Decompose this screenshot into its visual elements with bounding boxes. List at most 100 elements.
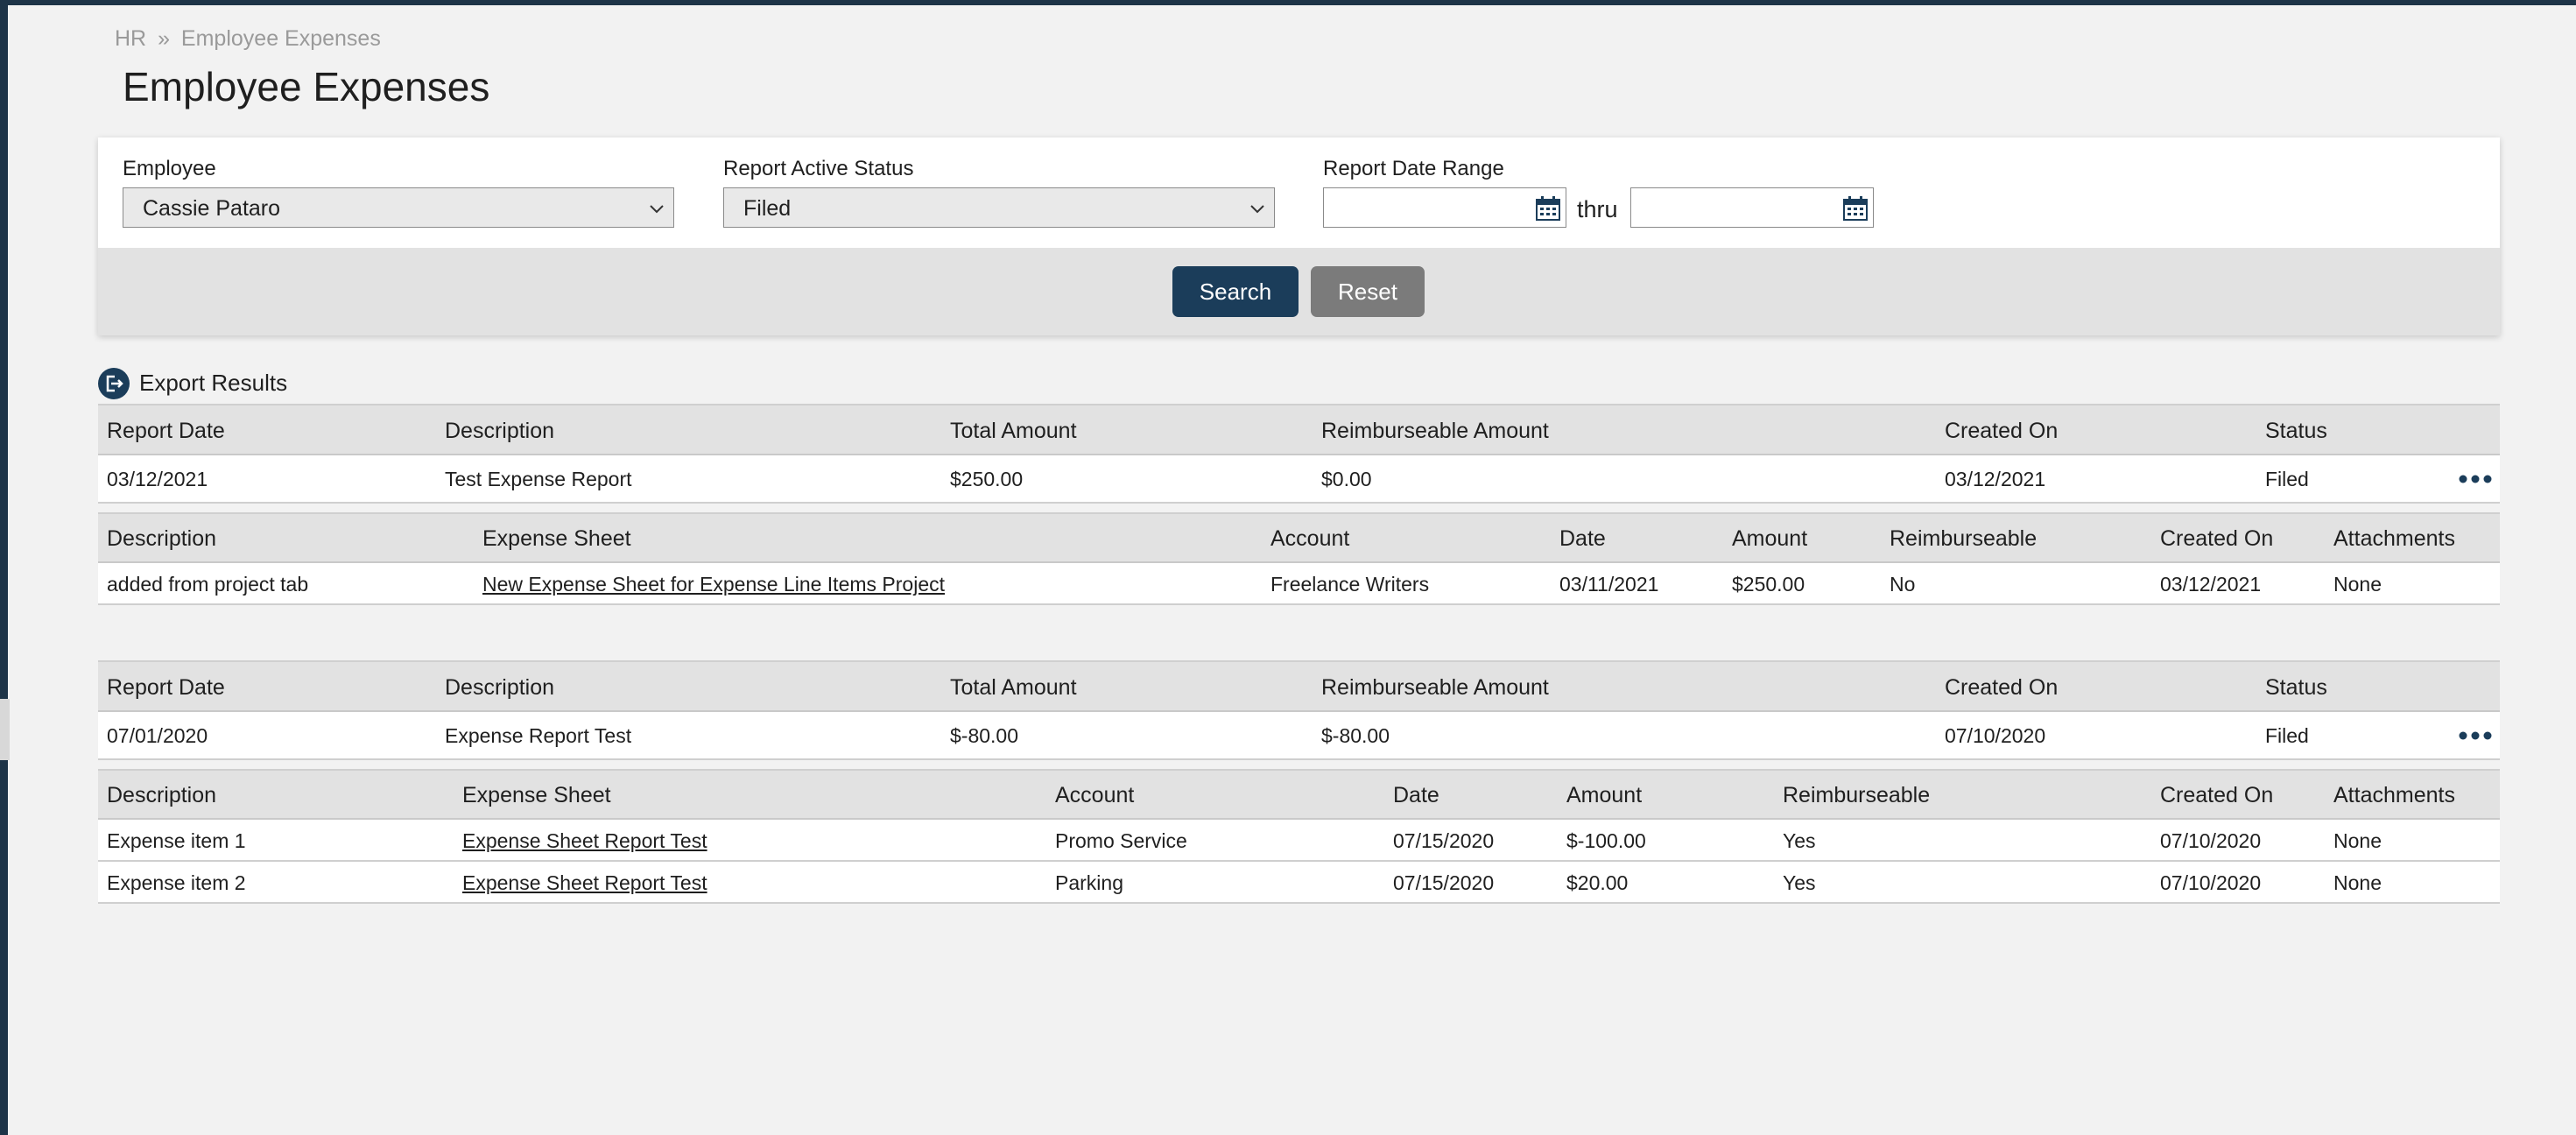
report-created-on: 07/10/2020 xyxy=(1945,724,2046,747)
column-header[interactable]: Attachments xyxy=(2333,526,2455,551)
column-header[interactable]: Expense Sheet xyxy=(462,783,611,807)
column-header[interactable]: Created On xyxy=(2160,526,2274,551)
more-icon[interactable] xyxy=(2458,730,2493,741)
line-description: Expense item 2 xyxy=(107,871,246,894)
line-account: Promo Service xyxy=(1055,829,1187,852)
employee-label: Employee xyxy=(123,157,216,180)
line-amount: $250.00 xyxy=(1732,573,1805,596)
column-header[interactable]: Date xyxy=(1559,526,1606,551)
line-amount: $-100.00 xyxy=(1566,829,1646,852)
line-account: Freelance Writers xyxy=(1270,573,1430,596)
report-total-amount: $-80.00 xyxy=(950,724,1019,747)
line-item-row: added from project tab New Expense Sheet… xyxy=(98,563,2500,605)
line-reimburseable: Yes xyxy=(1783,829,1816,852)
line-date: 03/11/2021 xyxy=(1559,573,1659,596)
column-header[interactable]: Created On xyxy=(2160,783,2274,807)
employee-select-value: Cassie Pataro xyxy=(143,196,281,221)
report-reimburseable-amount: $-80.00 xyxy=(1321,724,1390,747)
column-header[interactable]: Created On xyxy=(1945,675,2059,700)
column-header[interactable]: Attachments xyxy=(2333,783,2455,807)
line-items-header-row: Description Expense Sheet Account Date A… xyxy=(98,512,2500,563)
filter-actions xyxy=(98,248,2500,335)
thru-label: thru xyxy=(1577,196,1618,222)
line-reimburseable: No xyxy=(1890,573,1916,596)
column-header[interactable]: Account xyxy=(1270,526,1350,551)
column-header[interactable]: Description xyxy=(107,526,217,551)
column-header[interactable]: Created On xyxy=(1945,419,2059,443)
status-select[interactable]: Filed xyxy=(723,187,1275,228)
column-header[interactable]: Total Amount xyxy=(950,675,1077,700)
column-header[interactable]: Reimburseable xyxy=(1783,783,1931,807)
report-header-row: Report Date Description Total Amount Rei… xyxy=(98,660,2500,712)
line-created-on: 03/12/2021 xyxy=(2160,573,2262,596)
chevron-down-icon xyxy=(650,205,664,214)
calendar-icon[interactable] xyxy=(1842,195,1869,222)
more-icon[interactable] xyxy=(2458,474,2493,484)
report-total-amount: $250.00 xyxy=(950,468,1024,490)
line-description: added from project tab xyxy=(107,573,309,596)
expense-sheet-link[interactable]: Expense Sheet Report Test xyxy=(462,829,707,852)
column-header[interactable]: Date xyxy=(1393,783,1439,807)
sidebar-toggle-tab[interactable] xyxy=(0,699,10,760)
page-title: Employee Expenses xyxy=(123,64,490,109)
export-icon xyxy=(98,368,130,399)
column-header[interactable]: Description xyxy=(107,783,217,807)
line-attachments: None xyxy=(2333,573,2382,596)
report-header-row: Report Date Description Total Amount Rei… xyxy=(98,404,2500,455)
line-item-row: Expense item 2 Expense Sheet Report Test… xyxy=(98,862,2500,904)
line-attachments: None xyxy=(2333,871,2382,894)
left-nav-bar xyxy=(0,0,8,1135)
line-items-header-row: Description Expense Sheet Account Date A… xyxy=(98,769,2500,820)
column-header[interactable]: Status xyxy=(2265,419,2327,443)
date-from-input[interactable] xyxy=(1323,187,1566,228)
date-to-input[interactable] xyxy=(1630,187,1874,228)
column-header[interactable]: Total Amount xyxy=(950,419,1077,443)
column-header[interactable]: Amount xyxy=(1566,783,1643,807)
column-header[interactable]: Expense Sheet xyxy=(482,526,631,551)
column-header[interactable]: Status xyxy=(2265,675,2327,700)
column-header[interactable]: Amount xyxy=(1732,526,1808,551)
line-date: 07/15/2020 xyxy=(1393,871,1495,894)
column-header[interactable]: Reimburseable xyxy=(1890,526,2038,551)
line-date: 07/15/2020 xyxy=(1393,829,1495,852)
line-account: Parking xyxy=(1055,871,1123,894)
report-date: 07/01/2020 xyxy=(107,724,208,747)
date-range-label: Report Date Range xyxy=(1323,157,1504,180)
line-created-on: 07/10/2020 xyxy=(2160,829,2262,852)
search-button[interactable]: Search xyxy=(1172,266,1299,317)
report-description: Expense Report Test xyxy=(445,724,632,747)
line-reimburseable: Yes xyxy=(1783,871,1816,894)
employee-select[interactable]: Cassie Pataro xyxy=(123,187,674,228)
top-nav-bar xyxy=(0,0,2576,5)
report-description: Test Expense Report xyxy=(445,468,632,490)
report-row[interactable]: 07/01/2020 Expense Report Test $-80.00 $… xyxy=(98,712,2500,760)
reset-button[interactable]: Reset xyxy=(1311,266,1425,317)
column-header[interactable]: Reimburseable Amount xyxy=(1321,675,1549,700)
report-created-on: 03/12/2021 xyxy=(1945,468,2046,490)
export-results-label: Export Results xyxy=(139,370,288,396)
breadcrumb-root[interactable]: HR xyxy=(115,26,147,51)
breadcrumb-current: Employee Expenses xyxy=(180,26,381,51)
report-status: Filed xyxy=(2265,468,2309,490)
line-attachments: None xyxy=(2333,829,2382,852)
column-header[interactable]: Report Date xyxy=(107,419,225,443)
calendar-icon[interactable] xyxy=(1535,195,1561,222)
status-select-value: Filed xyxy=(743,196,792,221)
report-reimburseable-amount: $0.00 xyxy=(1321,468,1372,490)
filter-panel: Employee Cassie Pataro Report Active Sta… xyxy=(98,137,2500,335)
expense-sheet-link[interactable]: Expense Sheet Report Test xyxy=(462,871,707,894)
column-header[interactable]: Description xyxy=(445,675,555,700)
chevron-down-icon xyxy=(1250,205,1264,214)
line-description: Expense item 1 xyxy=(107,829,246,852)
column-header[interactable]: Description xyxy=(445,419,555,443)
report-status: Filed xyxy=(2265,724,2309,747)
breadcrumb-separator: » xyxy=(158,26,170,51)
column-header[interactable]: Account xyxy=(1055,783,1135,807)
column-header[interactable]: Reimburseable Amount xyxy=(1321,419,1549,443)
line-item-row: Expense item 1 Expense Sheet Report Test… xyxy=(98,820,2500,862)
line-amount: $20.00 xyxy=(1566,871,1629,894)
status-label: Report Active Status xyxy=(723,157,914,180)
column-header[interactable]: Report Date xyxy=(107,675,225,700)
expense-sheet-link[interactable]: New Expense Sheet for Expense Line Items… xyxy=(482,573,946,596)
report-row[interactable]: 03/12/2021 Test Expense Report $250.00 $… xyxy=(98,455,2500,504)
